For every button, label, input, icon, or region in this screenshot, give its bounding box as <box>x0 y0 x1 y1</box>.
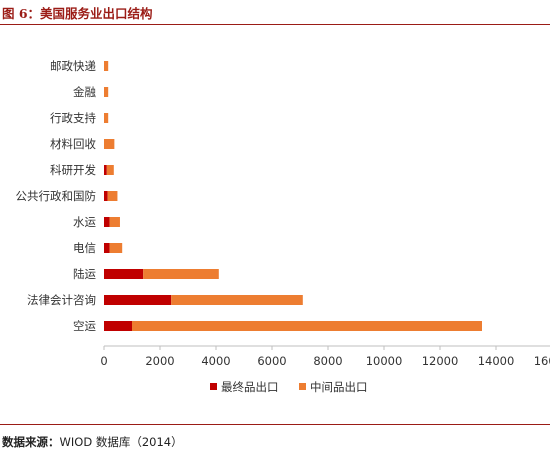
x-tick-label: 14000 <box>478 354 515 368</box>
category-label: 法律会计咨询 <box>27 293 96 307</box>
x-tick-label: 16000 <box>534 354 550 368</box>
bar-intermediate-export <box>109 217 120 227</box>
category-label: 金融 <box>73 85 96 99</box>
category-label: 材料回收 <box>50 137 96 151</box>
title-rule <box>0 24 550 25</box>
bar-final-export <box>104 321 132 331</box>
legend-final-label: 最终品出口 <box>221 380 279 394</box>
x-ticks: 0 2000 4000 6000 8000 10000 12000 14000 16000 <box>100 346 550 368</box>
category-label: 陆运 <box>73 267 96 281</box>
bar-intermediate-export <box>106 165 114 175</box>
bar-intermediate-export <box>104 139 115 149</box>
bar-final-export <box>104 165 107 175</box>
bar-final-export <box>104 191 108 201</box>
bar-intermediate-export <box>104 113 109 123</box>
x-tick-label: 12000 <box>422 354 459 368</box>
category-label: 邮政快递 <box>50 59 96 73</box>
x-tick-label: 2000 <box>145 354 174 368</box>
bar-final-export <box>104 269 144 279</box>
x-tick-label: 6000 <box>257 354 286 368</box>
source-text: WIOD 数据库（2014） <box>59 435 183 449</box>
bar-intermediate-export <box>104 61 109 71</box>
source-note: 数据来源：WIOD 数据库（2014） <box>2 434 183 450</box>
bar-intermediate-export <box>104 87 109 97</box>
x-tick-label: 4000 <box>201 354 230 368</box>
bar-intermediate-export <box>143 269 219 279</box>
x-tick-label: 8000 <box>313 354 342 368</box>
bar-intermediate-export <box>171 295 303 305</box>
category-label: 行政支持 <box>50 111 96 125</box>
category-label: 空运 <box>73 319 96 333</box>
bar-final-export <box>104 295 172 305</box>
stacked-bar-chart: 邮政快递金融行政支持材料回收科研开发公共行政和国防水运电信陆运法律会计咨询空运 … <box>16 59 550 394</box>
bar-final-export <box>104 217 110 227</box>
legend-final-swatch <box>210 383 217 390</box>
x-tick-label: 0 <box>100 354 107 368</box>
category-label: 科研开发 <box>50 163 96 177</box>
category-label: 公共行政和国防 <box>16 189 97 203</box>
bars <box>104 61 482 331</box>
legend-intermediate-label: 中间品出口 <box>310 380 368 394</box>
category-label: 水运 <box>73 215 96 229</box>
bar-final-export <box>104 243 110 253</box>
figure-title: 图 6：美国服务业出口结构 <box>2 6 153 21</box>
bar-intermediate-export <box>109 243 123 253</box>
bar-intermediate-export <box>107 191 118 201</box>
x-tick-label: 10000 <box>366 354 403 368</box>
legend: 最终品出口 中间品出口 <box>210 380 368 394</box>
bar-intermediate-export <box>132 321 482 331</box>
category-label: 电信 <box>73 241 96 255</box>
legend-intermediate-swatch <box>299 383 306 390</box>
source-label: 数据来源： <box>2 435 60 449</box>
source-rule <box>0 424 550 425</box>
